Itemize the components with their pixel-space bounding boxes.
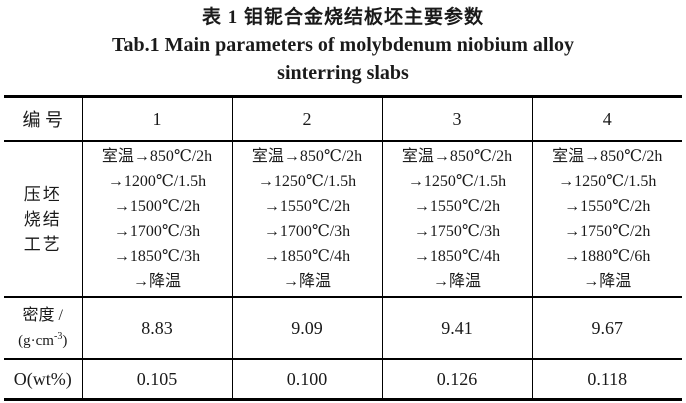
process-row: 压坯 烧结 工艺 室温→850℃/2h →1200℃/1.5h →1500℃/2… [4,141,682,298]
table-caption-en-line1: Tab.1 Main parameters of molybdenum niob… [111,34,575,56]
parameters-table: 编 号 1 2 3 4 压坯 烧结 工艺 室温→850℃/2h →1200℃/1… [4,95,682,401]
density-unit: (g·cm-3) [18,331,68,349]
table-caption-zh: 表 1 钼铌合金烧结板坯主要参数 [201,7,484,28]
oxygen-value-1: 0.105 [81,359,232,400]
header-row: 编 号 1 2 3 4 [4,96,682,142]
process-label-line: 工艺 [23,234,62,254]
density-value-3: 9.41 [381,297,532,360]
oxygen-row-label: O(wt%) [13,368,72,389]
header-col-4: 4 [531,96,682,142]
header-col-2: 2 [231,96,382,142]
header-col-1: 1 [81,96,232,142]
process-row-label: 压坯 烧结 工艺 [4,141,82,298]
oxygen-value-4: 0.118 [531,359,682,400]
oxygen-value-2: 0.100 [231,359,382,400]
header-label: 编 号 [4,96,82,142]
process-label-line: 烧结 [23,209,62,229]
density-value-2: 9.09 [231,297,382,360]
oxygen-row: O(wt%) 0.105 0.100 0.126 0.118 [4,359,682,400]
process-cell-1: 室温→850℃/2h →1200℃/1.5h →1500℃/2h →1700℃/… [81,141,232,298]
header-col-3: 3 [381,96,532,142]
density-value-1: 8.83 [81,297,232,360]
density-row-label: 密度 / (g·cm-3) [4,297,82,360]
process-label-line: 压坯 [23,184,62,204]
process-cell-3: 室温→850℃/2h →1250℃/1.5h →1550℃/2h →1750℃/… [381,141,532,298]
process-cell-4: 室温→850℃/2h →1250℃/1.5h →1550℃/2h →1750℃/… [531,141,682,298]
density-row: 密度 / (g·cm-3) 8.83 9.09 9.41 9.67 [4,297,682,360]
oxygen-value-3: 0.126 [381,359,532,400]
process-cell-2: 室温→850℃/2h →1250℃/1.5h →1550℃/2h →1700℃/… [231,141,382,298]
density-value-4: 9.67 [531,297,682,360]
table-caption-en-line2: sinterring slabs [277,62,409,84]
